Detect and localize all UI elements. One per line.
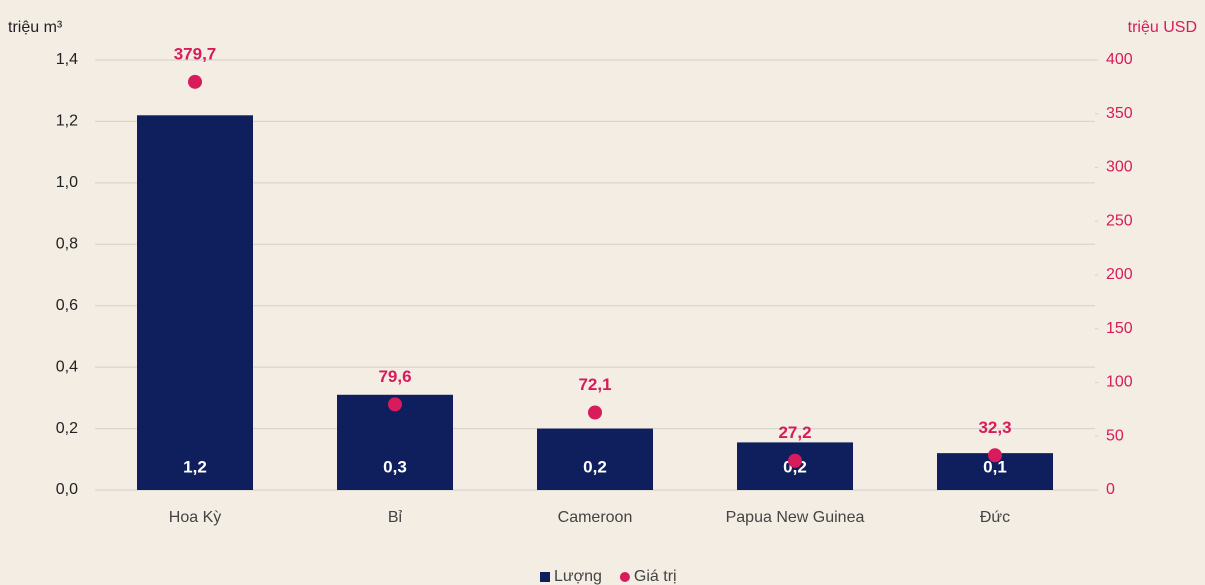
point xyxy=(388,397,402,412)
point xyxy=(788,453,802,468)
legend-label: Lượng xyxy=(554,568,602,585)
y-tick-label: 1,2 xyxy=(56,113,78,130)
legend-label: Giá trị xyxy=(634,568,677,585)
point xyxy=(588,405,602,420)
point-value-label: 27,2 xyxy=(778,423,811,442)
y2-tick-label: 350 xyxy=(1106,105,1133,122)
y-tick-label: 0,2 xyxy=(56,420,78,437)
y2-tick-label: 0 xyxy=(1106,481,1115,498)
y-axis-title: triệu m³ xyxy=(8,19,63,36)
y-tick-label: 0,4 xyxy=(56,358,78,375)
legend-swatch xyxy=(540,572,550,582)
x-tick-label: Bỉ xyxy=(388,509,403,526)
legend-swatch xyxy=(619,572,630,582)
bar-value-label: 0,2 xyxy=(583,457,607,476)
bar xyxy=(537,428,653,490)
point-value-label: 379,7 xyxy=(174,44,217,63)
point-value-label: 32,3 xyxy=(978,418,1011,437)
y-tick-label: 0,8 xyxy=(56,236,78,253)
x-tick-label: Hoa Kỳ xyxy=(169,509,221,526)
point xyxy=(988,448,1002,463)
bar-value-label: 1,2 xyxy=(183,457,207,476)
point-value-label: 72,1 xyxy=(578,375,611,394)
y2-axis-title: triệu USD xyxy=(1128,19,1197,36)
y-tick-label: 0,0 xyxy=(56,481,78,498)
y2-tick-label: 300 xyxy=(1106,159,1133,176)
y2-tick-label: 200 xyxy=(1106,266,1133,283)
bar-value-label: 0,3 xyxy=(383,457,407,476)
x-tick-label: Đức xyxy=(980,509,1010,526)
y2-tick-label: 400 xyxy=(1106,51,1133,68)
y2-tick-label: 50 xyxy=(1106,427,1124,444)
point xyxy=(188,74,202,89)
y2-tick-label: 100 xyxy=(1106,374,1133,391)
x-tick-label: Cameroon xyxy=(558,509,633,526)
y-tick-label: 1,0 xyxy=(56,174,78,191)
point-value-label: 79,6 xyxy=(378,367,411,386)
y2-tick-label: 250 xyxy=(1106,212,1133,229)
bar xyxy=(137,115,253,491)
y-tick-label: 0,6 xyxy=(56,297,78,314)
y2-tick-label: 150 xyxy=(1106,320,1133,337)
bar-value-label: 0,1 xyxy=(983,457,1007,476)
x-tick-label: Papua New Guinea xyxy=(726,509,865,526)
y-tick-label: 1,4 xyxy=(56,51,78,68)
